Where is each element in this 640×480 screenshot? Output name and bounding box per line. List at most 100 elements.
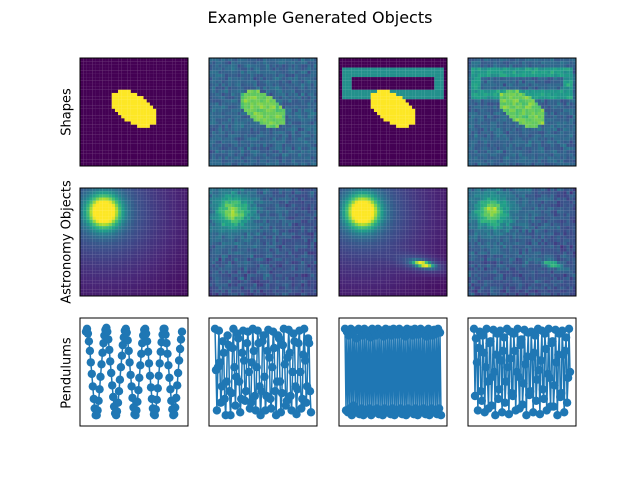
pixel: [269, 83, 273, 87]
pixel: [92, 73, 96, 78]
pixel: [105, 92, 109, 97]
pixel: [108, 150, 112, 154]
pixel: [83, 146, 87, 151]
pixel: [506, 83, 510, 87]
pixel: [146, 124, 150, 128]
pixel: [506, 131, 510, 135]
pixel: [351, 99, 355, 103]
pixel: [572, 102, 577, 106]
pixel: [560, 134, 564, 138]
pixel: [528, 150, 532, 154]
pixel: [114, 156, 119, 160]
pixel: [560, 121, 564, 125]
pixel: [515, 64, 519, 68]
pixel: [572, 159, 577, 163]
pixel: [556, 124, 561, 128]
pixel: [431, 108, 435, 113]
pixel: [537, 127, 542, 132]
pixel: [531, 118, 535, 122]
pixel: [572, 112, 577, 116]
pixel: [102, 146, 106, 151]
pixel: [301, 159, 305, 163]
pixel: [285, 121, 289, 125]
pixel: [373, 153, 378, 157]
pixel: [124, 194, 128, 198]
pixel: [140, 80, 144, 84]
pixel: [370, 131, 374, 135]
pixel: [181, 96, 185, 100]
pixel: [560, 156, 564, 160]
pixel: [560, 108, 564, 113]
pixel: [224, 61, 229, 65]
pixel: [143, 131, 147, 135]
pixel: [506, 121, 510, 125]
pixel: [102, 80, 106, 84]
pixel: [243, 61, 248, 65]
pixel: [477, 127, 481, 132]
pixel: [440, 159, 444, 163]
pixel: [275, 58, 279, 62]
pixel: [502, 96, 507, 100]
pixel: [243, 153, 248, 157]
pixel: [253, 143, 257, 147]
pixel: [80, 200, 84, 204]
pixel: [364, 99, 368, 103]
pixel: [415, 156, 419, 160]
pixel: [412, 162, 416, 167]
pixel: [474, 67, 478, 71]
pixel: [531, 96, 535, 100]
pixel: [259, 67, 264, 71]
pixel: [377, 134, 381, 138]
pixel: [218, 80, 222, 84]
pixel: [165, 70, 169, 74]
pixel: [437, 140, 441, 144]
pixel: [560, 140, 564, 144]
pixel: [137, 102, 141, 106]
pixel: [537, 77, 542, 81]
pixel: [127, 77, 131, 81]
pixel: [307, 86, 311, 90]
pixel: [250, 102, 254, 106]
pixel: [224, 124, 229, 128]
pixel: [266, 156, 270, 160]
pixel: [525, 92, 529, 97]
pixel: [172, 150, 176, 154]
pixel: [89, 191, 93, 195]
pixel: [250, 73, 254, 78]
pixel: [471, 105, 475, 109]
pixel: [364, 96, 368, 100]
pixel: [499, 80, 503, 84]
pixel: [209, 115, 213, 119]
pixel: [405, 80, 409, 84]
pixel: [178, 197, 182, 201]
pixel: [237, 121, 241, 125]
pixel: [572, 70, 577, 74]
pixel: [389, 159, 394, 163]
pixel: [240, 159, 244, 163]
pixel: [370, 86, 374, 90]
pixel: [572, 92, 577, 97]
pixel: [351, 89, 355, 93]
pixel: [480, 73, 484, 78]
pixel: [212, 105, 216, 109]
pixel: [153, 197, 157, 201]
pixel: [89, 96, 93, 100]
pixel: [285, 150, 289, 154]
pixel: [118, 150, 122, 154]
pixel: [415, 99, 419, 103]
pixel: [86, 80, 90, 84]
pixel: [572, 127, 577, 132]
pixel: [165, 203, 169, 208]
pixel: [480, 70, 484, 74]
pixel: [440, 115, 444, 119]
pixel: [259, 70, 264, 74]
pixel: [421, 105, 425, 109]
pixel: [294, 112, 298, 116]
pixel: [307, 108, 311, 113]
pixel: [480, 99, 484, 103]
pixel: [550, 112, 554, 116]
pixel: [118, 210, 122, 214]
pixel: [108, 127, 112, 132]
pixel: [168, 124, 173, 128]
pixel: [399, 153, 403, 157]
